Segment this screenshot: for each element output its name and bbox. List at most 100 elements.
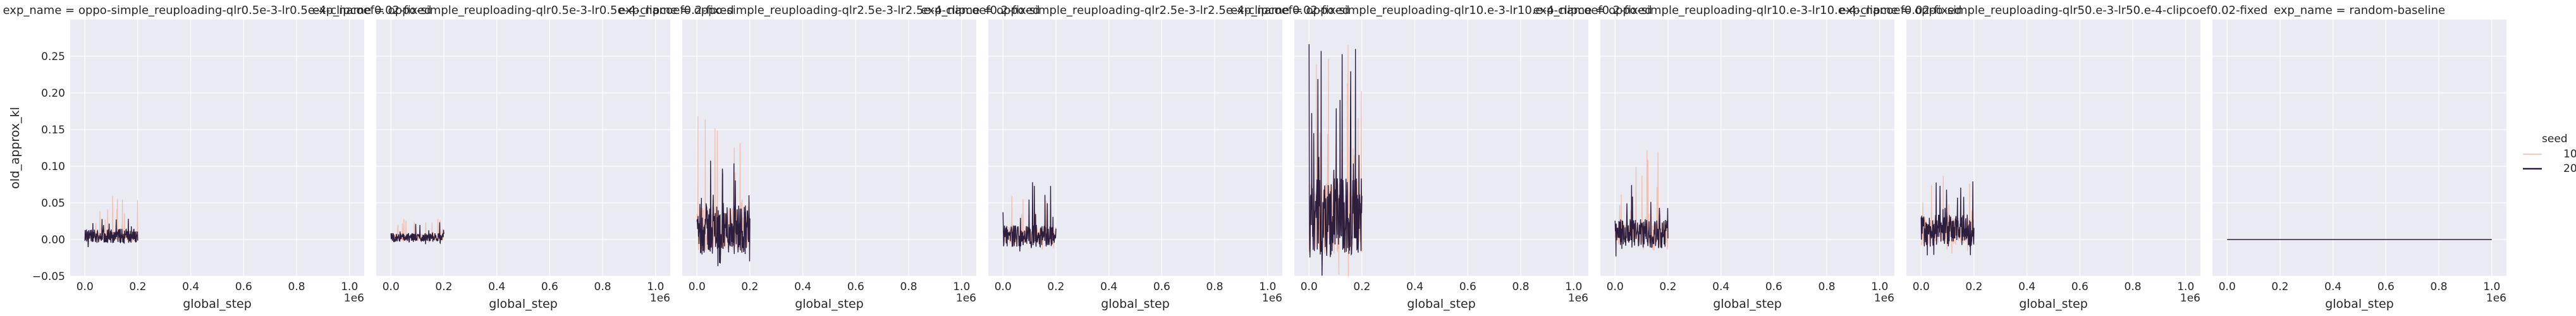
x-tick-label: 0.6 xyxy=(847,281,864,293)
x-tick-label: 0.8 xyxy=(1512,281,1530,293)
y-tick-label: 0.05 xyxy=(41,197,65,210)
panel-background xyxy=(682,20,976,276)
series-line-seed-20 xyxy=(696,161,751,267)
x-axis-label: global_step xyxy=(1407,297,1476,311)
legend-label-seed-10: 10 xyxy=(2563,148,2576,161)
y-tick-label: 0.20 xyxy=(41,87,65,100)
x-offset-label: 1e6 xyxy=(1874,292,1894,305)
x-offset-label: 1e6 xyxy=(650,292,670,305)
x-tick-label: 0.4 xyxy=(1406,281,1423,293)
x-offset-label: 1e6 xyxy=(956,292,976,305)
panel-background xyxy=(2212,20,2506,276)
x-tick-label: 0.8 xyxy=(1206,281,1224,293)
x-tick-label: 0.2 xyxy=(1047,281,1064,293)
x-tick-label: 1.0 xyxy=(1871,281,1888,293)
series-line-seed-20 xyxy=(1920,181,1975,256)
panel-title: exp_name = oppo-simple_reuploading-qlr10… xyxy=(1533,4,1962,17)
x-tick-label: 0.6 xyxy=(235,281,252,293)
panel-5: 0.0 0.2 0.4 0.6 0.8 1.0 exp_name = oppo-simple… xyxy=(1230,4,1652,311)
x-tick-label: 0.4 xyxy=(1712,281,1729,293)
x-tick-label: 1.0 xyxy=(2483,281,2500,293)
y-tick-label: 0.25 xyxy=(41,51,65,63)
panel-title: exp_name = random-baseline xyxy=(2274,4,2445,17)
panel-background xyxy=(988,20,1282,276)
x-tick-label: 0.4 xyxy=(1100,281,1117,293)
x-tick-label: 0.8 xyxy=(2125,281,2142,293)
y-tick-label: −0.05 xyxy=(32,270,65,283)
x-offset-label: 1e6 xyxy=(2180,292,2200,305)
x-tick-label: 0.6 xyxy=(1153,281,1170,293)
x-tick-label: 1.0 xyxy=(953,281,970,293)
x-axis-label: global_step xyxy=(2019,297,2088,311)
legend-label-seed-20: 20 xyxy=(2563,162,2576,175)
x-tick-label: 1.0 xyxy=(2177,281,2194,293)
panel-6: 0.0 0.2 0.4 0.6 0.8 1.0 exp_name = oppo-simple… xyxy=(1533,4,1962,311)
x-tick-label: 0.6 xyxy=(1765,281,1782,293)
series-line-seed-20 xyxy=(84,219,138,248)
x-axis-label: global_step xyxy=(795,297,864,311)
x-tick-label: 0.4 xyxy=(488,281,505,293)
panel-title: exp_name = oppo-simple_reuploading-qlr0.… xyxy=(312,4,733,17)
x-tick-label: 0.8 xyxy=(1819,281,1836,293)
panel-1: 0.0 0.2 0.4 0.6 0.8 1.0 −0.05 0.00 0.05 0.10 0.15 0… xyxy=(3,4,432,311)
x-tick-label: 0.2 xyxy=(2271,281,2288,293)
x-tick-label: 0.0 xyxy=(995,281,1012,293)
panel-3: 0.0 0.2 0.4 0.6 0.8 1.0 exp_name = oppo-simple… xyxy=(618,4,1040,311)
panel-4: 0.0 0.2 0.4 0.6 0.8 1.0 exp_name = oppo-simple… xyxy=(921,4,1350,311)
x-axis-label: global_step xyxy=(183,297,252,311)
x-tick-label: 0.0 xyxy=(77,281,94,293)
series-line-seed-20 xyxy=(1002,182,1057,252)
x-tick-label: 0.8 xyxy=(900,281,917,293)
series-line-seed-20 xyxy=(390,222,445,245)
x-axis-label: global_step xyxy=(1713,297,1782,311)
x-tick-label: 1.0 xyxy=(647,281,664,293)
series-line-seed-20 xyxy=(1614,185,1669,257)
x-tick-label: 0.2 xyxy=(1353,281,1370,293)
x-axis-label: global_step xyxy=(1101,297,1170,311)
x-tick-label: 0.2 xyxy=(1965,281,1982,293)
x-tick-label: 0.2 xyxy=(1659,281,1676,293)
x-tick-label: 0.6 xyxy=(541,281,558,293)
panel-title: exp_name = oppo-simple_reuploading-qlr0.… xyxy=(3,4,432,17)
x-tick-label: 0.4 xyxy=(2324,281,2341,293)
y-tick-label: 0.10 xyxy=(41,161,65,173)
panel-title: exp_name = oppo-simple_reuploading-qlr50… xyxy=(1839,4,2268,17)
x-axis-label: global_step xyxy=(2325,297,2394,311)
x-tick-label: 0.0 xyxy=(1913,281,1930,293)
x-tick-label: 0.4 xyxy=(2018,281,2035,293)
x-offset-label: 1e6 xyxy=(344,292,364,305)
panel-title: exp_name = oppo-simple_reuploading-qlr2.… xyxy=(921,4,1350,17)
y-tick-label: 0.15 xyxy=(41,124,65,137)
x-tick-label: 0.6 xyxy=(1459,281,1476,293)
x-offset-label: 1e6 xyxy=(1568,292,1588,305)
panel-7: 0.0 0.2 0.4 0.6 0.8 1.0 exp_name = oppo-simple… xyxy=(1839,4,2268,311)
x-tick-label: 0.4 xyxy=(182,281,199,293)
x-tick-label: 0.6 xyxy=(2071,281,2088,293)
y-axis-label: old_approx_kl xyxy=(8,107,22,189)
x-tick-label: 1.0 xyxy=(1259,281,1276,293)
y-tick-label: 0.00 xyxy=(41,234,65,246)
x-tick-label: 0.8 xyxy=(2431,281,2448,293)
x-tick-label: 0.0 xyxy=(2219,281,2236,293)
x-tick-label: 0.8 xyxy=(594,281,611,293)
panel-background xyxy=(1906,20,2200,276)
panel-title: exp_name = oppo-simple_reuploading-qlr2.… xyxy=(618,4,1040,17)
panel-8: 0.0 0.2 0.4 0.6 0.8 1.0 exp_name = random-base… xyxy=(2212,4,2506,311)
x-tick-label: 0.0 xyxy=(689,281,706,293)
x-tick-label: 0.2 xyxy=(129,281,146,293)
x-axis-label: global_step xyxy=(489,297,558,311)
x-tick-label: 0.6 xyxy=(2377,281,2395,293)
x-tick-label: 0.0 xyxy=(1607,281,1624,293)
x-offset-label: 1e6 xyxy=(1262,292,1282,305)
legend-title: seed xyxy=(2542,133,2568,145)
x-tick-label: 0.2 xyxy=(435,281,452,293)
x-tick-label: 0.8 xyxy=(288,281,305,293)
x-tick-label: 0.0 xyxy=(1301,281,1318,293)
x-offset-label: 1e6 xyxy=(2486,292,2506,305)
series-line-seed-20 xyxy=(1308,44,1363,276)
x-tick-label: 0.4 xyxy=(794,281,811,293)
panel-2: 0.0 0.2 0.4 0.6 0.8 1.0 exp_name = oppo-simple… xyxy=(312,4,733,311)
panel-title: exp_name = oppo-simple_reuploading-qlr10… xyxy=(1230,4,1652,17)
